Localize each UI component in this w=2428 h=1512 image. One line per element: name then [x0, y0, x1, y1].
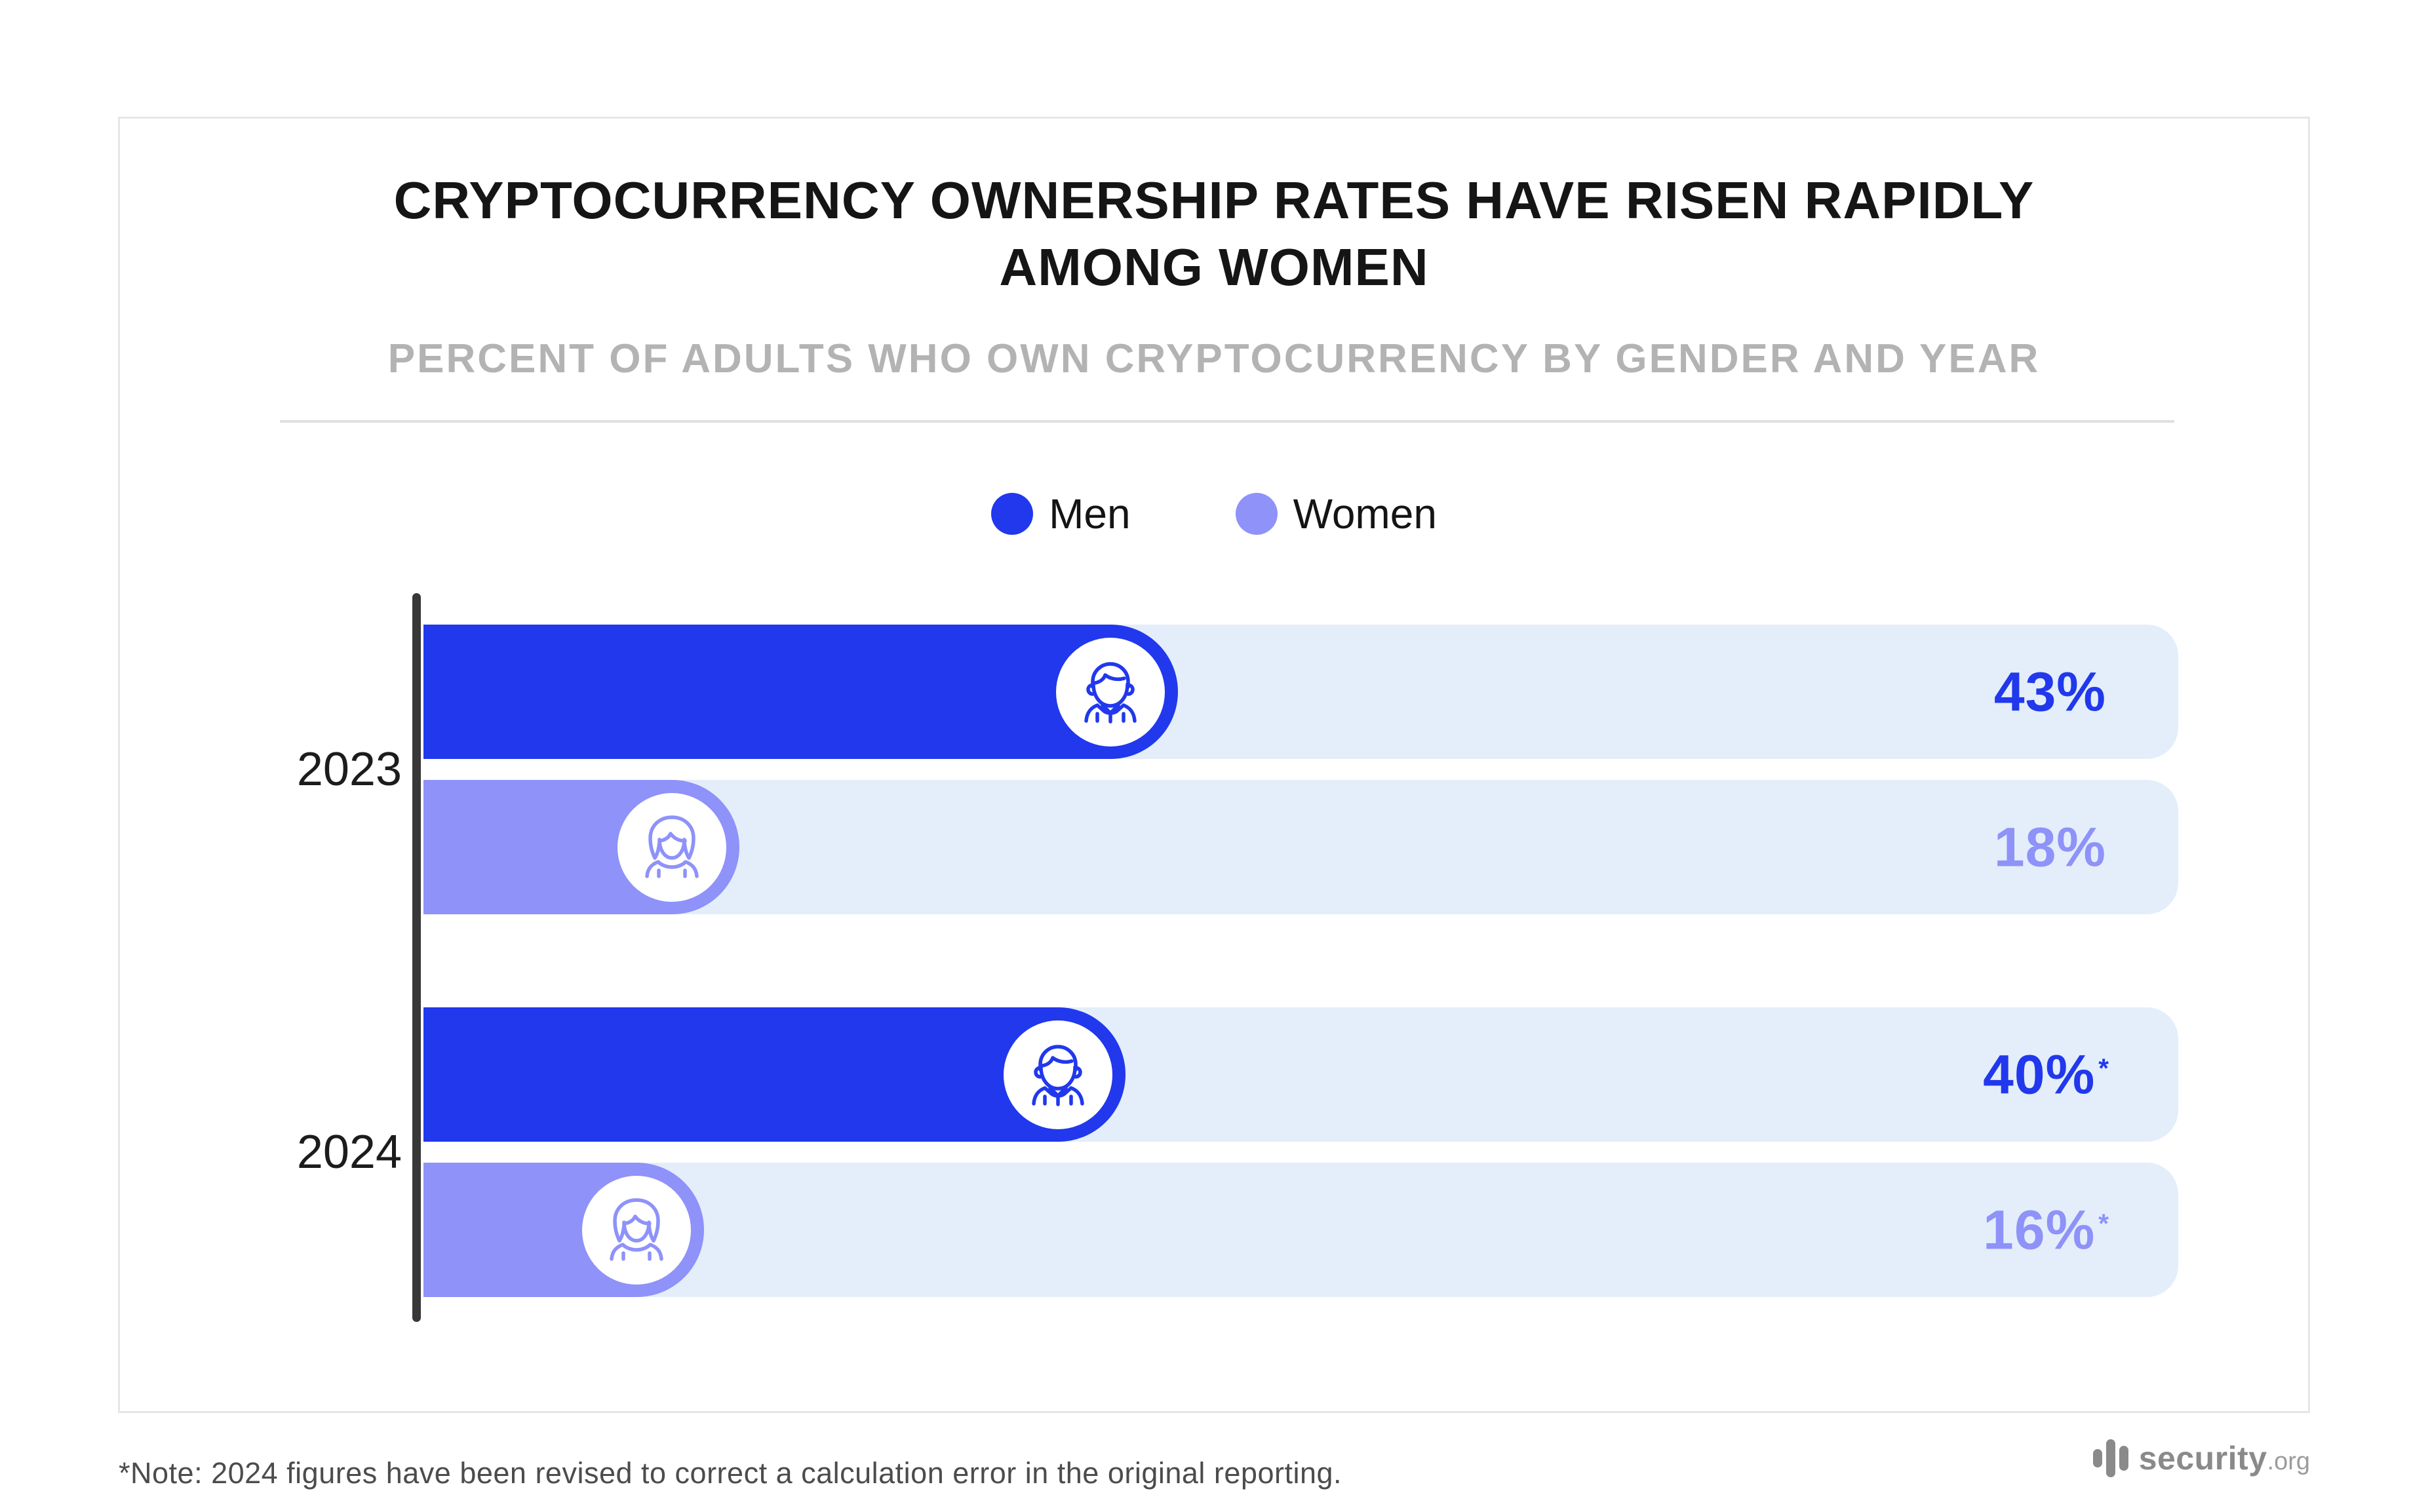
person-icon-disc — [1056, 637, 1165, 746]
footnote: *Note: 2024 figures have been revised to… — [119, 1456, 1342, 1490]
bar-row-2023-women: 18% — [423, 780, 2178, 914]
bar-value-2024-women: 16% * — [1983, 1198, 2109, 1262]
bar-value-2023-men: 43% — [1994, 660, 2109, 724]
value-text: 40% — [1983, 1043, 2096, 1105]
bar-row-2023-men: 43% — [423, 625, 2178, 759]
chart-card: CRYPTOCURRENCY OWNERSHIP RATES HAVE RISE… — [118, 117, 2310, 1413]
chart-title-line1: CRYPTOCURRENCY OWNERSHIP RATES HAVE RISE… — [393, 171, 2035, 229]
woman-icon — [610, 1197, 664, 1261]
person-icon-disc — [617, 792, 726, 902]
value-text: 43% — [1993, 661, 2106, 722]
divider-line — [280, 420, 2174, 423]
person-icon-disc — [1003, 1020, 1112, 1129]
legend-item-men: Men — [991, 490, 1131, 538]
chart-subtitle: PERCENT OF ADULTS WHO OWN CRYPTOCURRENCY… — [387, 336, 2041, 381]
logo-text: security — [2138, 1440, 2267, 1477]
bar-fill-women — [423, 780, 739, 914]
logo-wordmark: security .org — [2139, 1439, 2310, 1477]
women-legend-dot-icon — [1235, 493, 1278, 535]
value-asterisk: * — [2098, 1208, 2109, 1239]
bar-fill-women — [423, 1163, 705, 1297]
soundwave-logo-icon — [2092, 1439, 2128, 1477]
security-org-logo: security .org — [2092, 1439, 2310, 1477]
bar-row-2024-men: 40% * — [423, 1007, 2178, 1142]
value-text: 18% — [1993, 816, 2106, 878]
value-asterisk: * — [2098, 1053, 2109, 1083]
man-icon — [1032, 1044, 1084, 1106]
legend-label-men: Men — [1049, 490, 1131, 537]
legend-label-women: Women — [1293, 490, 1437, 537]
year-label-2023: 2023 — [296, 743, 402, 796]
chart-title: CRYPTOCURRENCY OWNERSHIP RATES HAVE RISE… — [146, 167, 2282, 301]
bar-value-2023-women: 18% — [1994, 815, 2109, 879]
bar-row-2024-women: 16% * — [423, 1163, 2178, 1297]
person-icon-disc — [582, 1175, 692, 1285]
year-label-2024: 2024 — [296, 1126, 402, 1178]
legend: Men Women — [120, 490, 2308, 538]
man-icon — [1084, 661, 1137, 724]
logo-bar — [2105, 1439, 2115, 1477]
axis-line — [412, 593, 421, 1322]
bar-fill-men — [423, 625, 1179, 759]
bar-value-2024-men: 40% * — [1983, 1043, 2109, 1106]
value-text: 16% — [1983, 1199, 2096, 1260]
logo-bar — [2119, 1446, 2128, 1471]
chart-title-line2: AMONG WOMEN — [999, 238, 1429, 296]
logo-bar — [2092, 1449, 2102, 1467]
bar-fill-men — [423, 1007, 1126, 1142]
woman-icon — [645, 815, 699, 878]
men-legend-dot-icon — [991, 493, 1034, 535]
bar-track — [423, 1163, 2178, 1297]
logo-tld: .org — [2267, 1448, 2310, 1475]
legend-item-women: Women — [1235, 490, 1437, 538]
